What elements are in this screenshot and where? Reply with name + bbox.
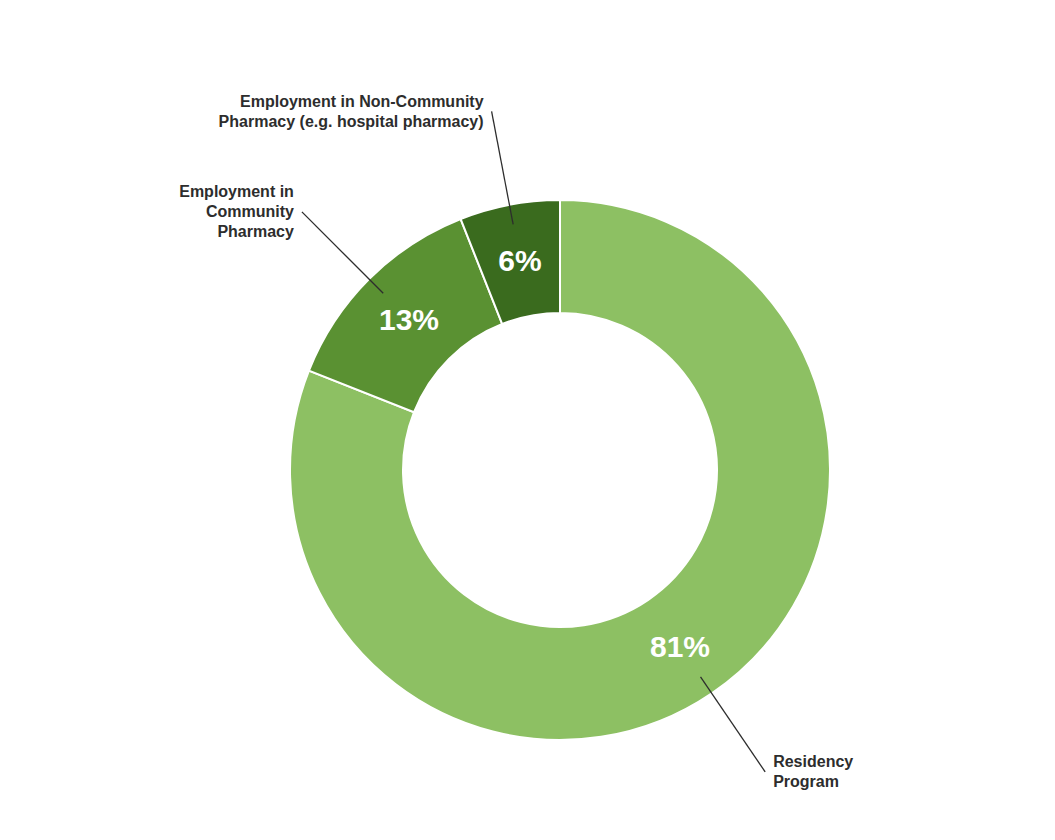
leader-line — [492, 111, 514, 224]
data-label: 13% — [379, 303, 439, 336]
annotation-line: Employment in — [179, 183, 294, 200]
slice — [461, 200, 560, 324]
slices — [290, 200, 830, 740]
leader-line — [302, 212, 383, 293]
slice — [290, 200, 830, 740]
annotation-line: Employment in Non-Community — [240, 93, 484, 110]
annotation-line: Pharmacy (e.g. hospital pharmacy) — [219, 113, 484, 130]
chart-svg: 81% Residency Program 13% Employment in Commu… — [0, 0, 1055, 840]
chart-container: 81% Residency Program 13% Employment in Commu… — [0, 0, 1055, 840]
leader-line — [701, 677, 766, 772]
annotation-line: Pharmacy — [217, 223, 294, 240]
labels: 81% Residency Program 13% Employment in Commu… — [179, 93, 853, 790]
data-label: 6% — [498, 244, 541, 277]
annotation-line: Program — [773, 773, 839, 790]
annotation-line: Community — [206, 203, 294, 220]
annotation: Residency Program — [773, 753, 853, 790]
annotation: Employment in Community Pharmacy — [179, 183, 294, 240]
data-label: 81% — [650, 630, 710, 663]
annotation: Employment in Non-Community Pharmacy (e.g… — [219, 93, 484, 130]
annotation-line: Residency — [773, 753, 853, 770]
